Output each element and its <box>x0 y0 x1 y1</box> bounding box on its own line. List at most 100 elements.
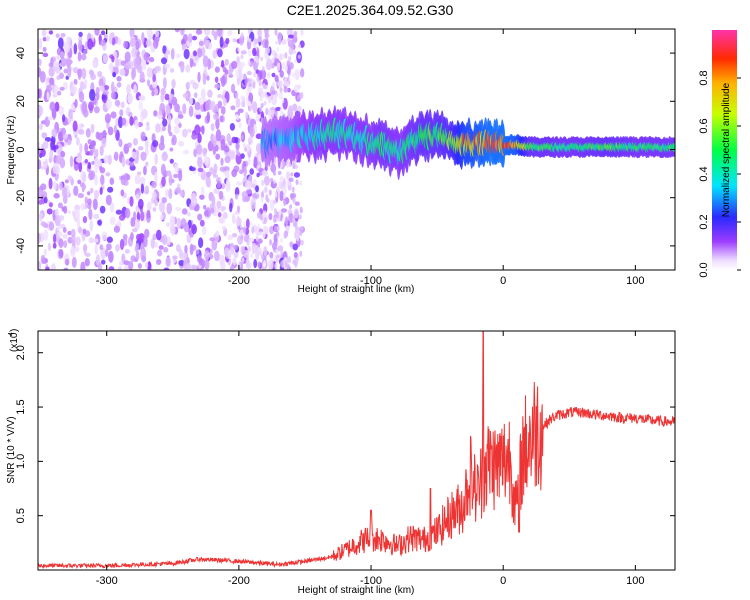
noise-cell <box>70 103 75 110</box>
noise-cell <box>255 143 262 154</box>
noise-cell <box>264 185 268 192</box>
noise-cell <box>197 71 201 83</box>
noise-cell <box>70 85 77 95</box>
noise-cell <box>97 219 102 226</box>
y-multiplier: (x10 4 ) <box>8 329 20 352</box>
noise-cell <box>100 174 105 186</box>
noise-cell <box>145 161 149 167</box>
noise-cell <box>265 84 269 90</box>
noise-cell <box>221 225 226 231</box>
noise-cell <box>197 171 202 177</box>
noise-cell <box>258 79 262 87</box>
noise-cell <box>182 34 188 42</box>
noise-cell <box>168 131 173 137</box>
noise-cell <box>144 138 149 149</box>
noise-cell <box>254 244 259 253</box>
noise-cell <box>242 221 246 227</box>
noise-cell <box>263 245 268 257</box>
noise-cell <box>121 117 127 126</box>
noise-cell <box>169 68 175 73</box>
noise-cell <box>215 144 219 152</box>
noise-cell <box>55 33 60 39</box>
noise-cell <box>47 242 52 252</box>
noise-cell <box>214 66 220 73</box>
noise-cell <box>282 177 286 186</box>
x-tick-label: -300 <box>96 275 118 287</box>
noise-cell <box>175 103 181 113</box>
top-y-ticks: -40 -20 0 20 40 <box>15 47 675 254</box>
noise-cell <box>188 105 194 117</box>
noise-cell <box>127 142 132 148</box>
noise-cell <box>147 260 152 270</box>
noise-cell <box>268 258 274 270</box>
noise-cell <box>236 181 243 186</box>
noise-cell <box>50 57 54 68</box>
noise-cell <box>60 127 66 136</box>
noise-cell <box>252 101 258 114</box>
noise-cell <box>77 51 82 62</box>
noise-cell <box>293 172 301 178</box>
colorbar-ticks: 0.0 0.2 0.4 0.6 0.8 <box>698 70 741 278</box>
noise-cell <box>219 36 224 48</box>
y-tick-label: 20 <box>15 95 27 107</box>
noise-cell <box>261 170 268 176</box>
noise-cell <box>85 128 91 138</box>
noise-cell <box>40 254 46 265</box>
noise-cell <box>160 163 166 176</box>
noise-cell <box>53 192 60 199</box>
noise-cell <box>38 159 42 170</box>
noise-cell <box>136 171 142 176</box>
noise-cell <box>52 242 57 249</box>
noise-cell <box>216 180 221 189</box>
noise-cell <box>291 44 295 50</box>
noise-cell <box>201 225 207 235</box>
noise-cell <box>221 59 225 68</box>
noise-cell <box>94 148 99 158</box>
noise-cell <box>167 114 172 125</box>
noise-cell <box>93 106 100 114</box>
noise-cell <box>240 235 244 240</box>
noise-cell <box>83 49 88 55</box>
noise-cell <box>88 171 94 181</box>
noise-cell <box>210 100 216 111</box>
noise-cell <box>174 187 181 194</box>
noise-cell <box>248 82 252 88</box>
noise-cell <box>115 244 120 252</box>
noise-cell <box>224 155 231 164</box>
noise-cell <box>124 208 131 219</box>
noise-cell <box>198 237 204 249</box>
noise-cell <box>163 267 170 270</box>
noise-cell <box>63 205 68 214</box>
noise-cell <box>206 111 211 123</box>
noise-cell <box>204 250 210 261</box>
noise-cell <box>194 124 201 136</box>
noise-cell <box>160 93 165 103</box>
noise-cell <box>294 226 300 231</box>
noise-cell <box>65 36 71 43</box>
noise-cell <box>202 73 207 86</box>
noise-cell <box>73 78 78 85</box>
noise-cell <box>146 209 151 219</box>
noise-cell <box>182 149 190 155</box>
noise-cell <box>253 259 258 269</box>
noise-cell <box>283 193 287 200</box>
noise-cell <box>118 214 126 221</box>
noise-cell <box>214 84 221 89</box>
noise-cell <box>223 97 227 107</box>
noise-cell <box>152 207 156 212</box>
noise-cell <box>188 33 193 43</box>
x-tick-label: -300 <box>96 575 118 587</box>
noise-cell <box>171 78 176 89</box>
noise-cell <box>141 108 148 119</box>
noise-cell <box>138 101 144 111</box>
noise-cell <box>195 29 203 35</box>
noise-cell <box>239 35 244 46</box>
noise-cell <box>299 250 303 257</box>
noise-cell <box>300 91 304 99</box>
noise-cell <box>248 100 252 107</box>
noise-cell <box>292 243 299 251</box>
noise-cell <box>99 244 104 251</box>
noise-cell <box>209 237 216 242</box>
noise-cell <box>178 170 183 182</box>
noise-cell <box>119 68 126 76</box>
